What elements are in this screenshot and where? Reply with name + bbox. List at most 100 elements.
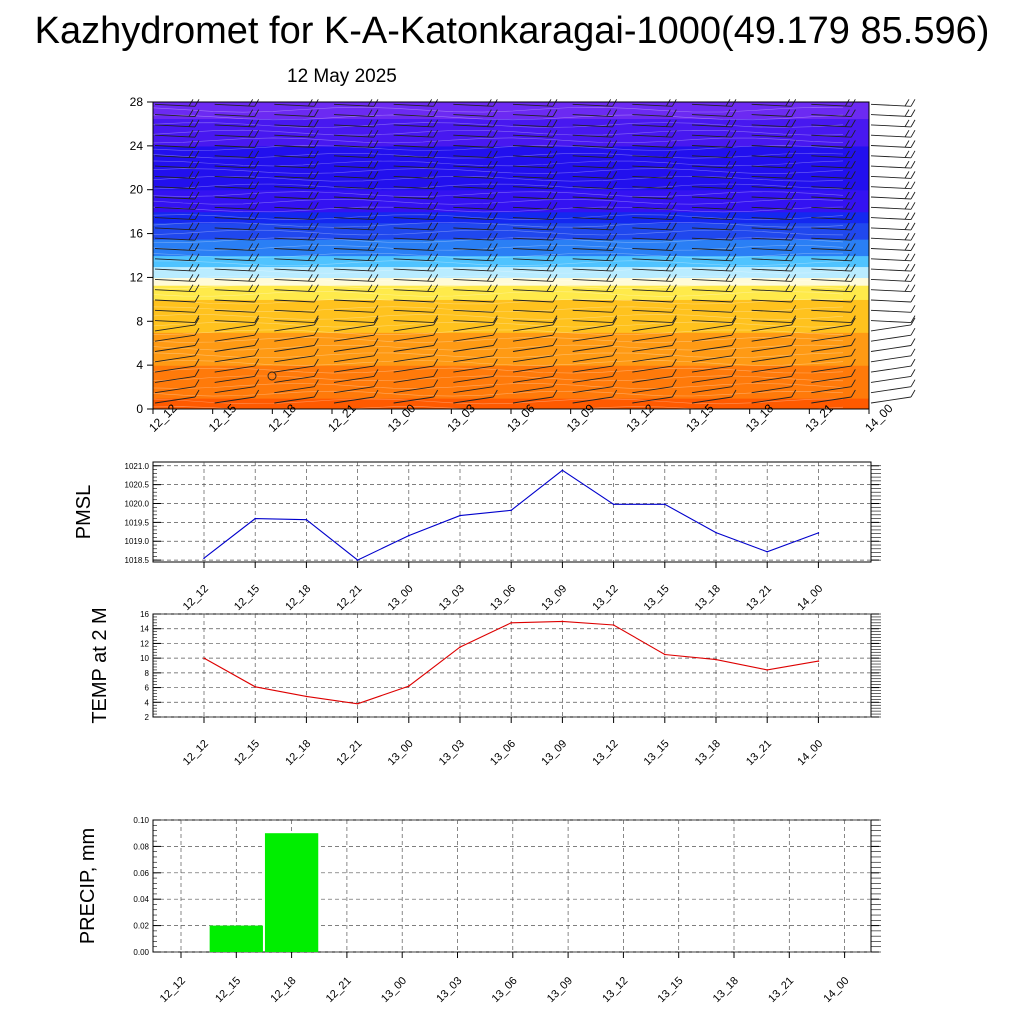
wind-barb-flag bbox=[606, 99, 612, 107]
data-point bbox=[356, 559, 359, 561]
wind-barb bbox=[870, 289, 912, 293]
wind-barb bbox=[691, 386, 733, 394]
wind-barb-flag bbox=[904, 191, 910, 199]
wind-barb-flag bbox=[486, 274, 492, 282]
wind-barb-flag bbox=[910, 119, 916, 128]
wind-barb-flag bbox=[367, 191, 373, 199]
wind-barb-flag bbox=[904, 243, 910, 251]
contour-line bbox=[153, 114, 844, 121]
wind-barb-flag bbox=[492, 294, 498, 303]
data-point bbox=[715, 658, 717, 661]
wind-barb-flag bbox=[427, 222, 433, 230]
wind-barb-flag bbox=[373, 191, 379, 200]
wind-barb bbox=[572, 206, 613, 210]
wind-barb bbox=[811, 155, 852, 159]
wind-barb-flag bbox=[188, 109, 194, 117]
wind-barb bbox=[751, 206, 792, 210]
wind-barb bbox=[274, 103, 315, 107]
y-tick-label: 8 bbox=[145, 669, 150, 678]
wind-barb-flag bbox=[612, 338, 618, 346]
wind-barb-flag bbox=[254, 294, 260, 303]
wind-barb bbox=[512, 227, 554, 231]
wind-barb-flag bbox=[552, 317, 558, 326]
wind-barb-flag bbox=[671, 150, 677, 159]
wind-barb-flag bbox=[850, 253, 856, 262]
wind-barb-flag bbox=[486, 99, 492, 107]
wind-barb-flag bbox=[254, 284, 260, 292]
wind-barb-flag bbox=[785, 140, 791, 148]
wind-barb bbox=[691, 324, 733, 332]
wind-barb-flag bbox=[254, 253, 260, 262]
wind-barb bbox=[274, 299, 315, 303]
wind-barb-flag bbox=[904, 150, 910, 158]
wind-barb-flag bbox=[433, 160, 439, 169]
wind-barb bbox=[274, 227, 315, 231]
wind-barb-flag bbox=[671, 253, 677, 262]
wind-barb-flag bbox=[606, 274, 612, 282]
wind-barb bbox=[811, 355, 852, 363]
wind-barb bbox=[274, 355, 315, 363]
wind-barb-flag bbox=[904, 99, 910, 107]
pmsl-panel: PMSL bbox=[73, 461, 881, 568]
wind-barb-flag bbox=[313, 129, 319, 138]
wind-barb-flag bbox=[671, 212, 677, 220]
contour-line bbox=[153, 398, 844, 405]
wind-barb bbox=[632, 217, 673, 221]
wind-barb-flag bbox=[427, 181, 433, 189]
wind-barb-flag bbox=[910, 212, 916, 220]
wind-barb-flag bbox=[791, 150, 797, 159]
wind-barb-flag bbox=[910, 253, 916, 262]
wind-barb-flag bbox=[254, 317, 260, 326]
wind-barb-flag bbox=[910, 181, 916, 189]
wind-barb bbox=[572, 345, 613, 352]
x-tick-label: 13_12 bbox=[600, 975, 630, 1005]
wind-barb-flag bbox=[910, 191, 916, 200]
wind-barb bbox=[393, 320, 434, 324]
wind-barb bbox=[870, 375, 912, 383]
wind-barb-flag bbox=[612, 140, 618, 148]
wind-barb bbox=[214, 258, 255, 262]
wind-barb-flag bbox=[433, 232, 439, 241]
wind-barb-flag bbox=[248, 243, 254, 251]
wind-barb bbox=[572, 375, 613, 383]
data-point bbox=[664, 653, 666, 656]
wind-barb-flag bbox=[188, 129, 194, 138]
wind-barb bbox=[572, 186, 613, 190]
wind-barb-flag bbox=[373, 274, 379, 282]
wind-barb-flag bbox=[433, 109, 439, 117]
wind-barb-flag bbox=[791, 129, 797, 138]
wind-barb-flag bbox=[910, 263, 916, 272]
wind-barb bbox=[393, 324, 434, 332]
wind-barb-flag bbox=[194, 212, 200, 220]
wind-barb-flag bbox=[785, 150, 791, 158]
wind-barb-flag bbox=[791, 232, 797, 241]
x-tick-label: 13_12 bbox=[590, 583, 620, 613]
wind-barb bbox=[632, 206, 673, 210]
wind-barb-flag bbox=[254, 119, 260, 128]
wind-barb bbox=[751, 217, 792, 221]
wind-barb-flag bbox=[612, 109, 618, 117]
wind-barb bbox=[453, 165, 494, 169]
wind-barb-flag bbox=[725, 129, 731, 138]
wind-barb-flag bbox=[731, 150, 737, 159]
wind-barb-flag bbox=[254, 99, 260, 107]
wind-barb bbox=[512, 268, 554, 272]
wind-barb bbox=[512, 396, 554, 404]
wind-barb-flag bbox=[731, 358, 737, 367]
wind-barb-flag bbox=[552, 284, 558, 292]
wind-barb-flag bbox=[188, 274, 194, 282]
wind-barb bbox=[214, 134, 255, 138]
wind-barb-flag bbox=[307, 99, 313, 107]
wind-barb-flag bbox=[194, 274, 200, 282]
wind-barb bbox=[691, 114, 733, 118]
wind-barb bbox=[274, 334, 315, 342]
wind-barb bbox=[572, 355, 613, 363]
wind-barb bbox=[154, 227, 196, 231]
wind-barb-flag bbox=[546, 160, 552, 169]
wind-barb-flag bbox=[552, 369, 558, 377]
contour-line bbox=[153, 122, 844, 128]
wind-barb-flag bbox=[254, 129, 260, 138]
wind-barb bbox=[512, 145, 554, 148]
wind-barb-flag bbox=[367, 212, 373, 220]
wind-barb bbox=[274, 114, 315, 118]
